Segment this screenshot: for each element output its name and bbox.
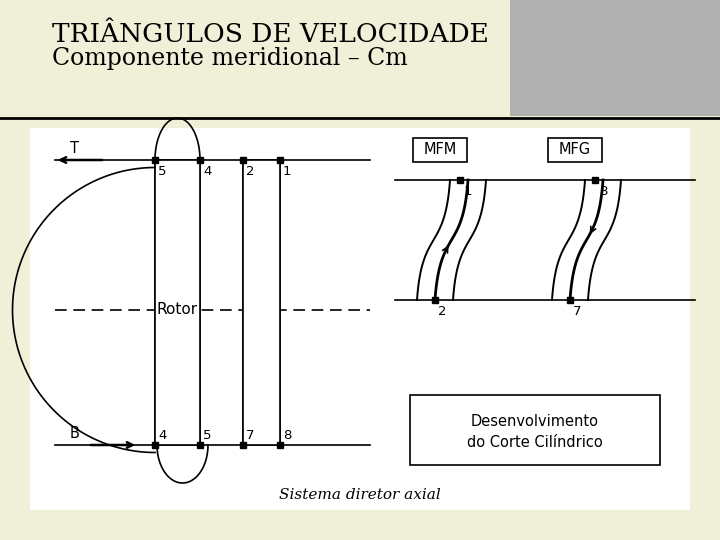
Bar [410,395,660,465]
Text: Desenvolvimento: Desenvolvimento [471,414,599,429]
Bar [548,138,602,162]
Bar [30,128,690,510]
Text: 4: 4 [203,165,212,178]
Text: 8: 8 [283,429,292,442]
Text: 5: 5 [158,165,166,178]
Text: 5: 5 [203,429,212,442]
Text: Componente meridional – Cm: Componente meridional – Cm [52,47,408,70]
Text: 7: 7 [573,305,582,318]
Text: 2: 2 [438,305,446,318]
Text: MFG: MFG [559,143,591,158]
Text: B: B [70,426,80,441]
Text: 8: 8 [599,185,608,198]
Text: 7: 7 [246,429,254,442]
Bar [413,138,467,162]
Bar [243,160,280,445]
Text: MFM: MFM [423,143,456,158]
Text: do Corte Cilíndrico: do Corte Cilíndrico [467,435,603,450]
Text: 2: 2 [246,165,254,178]
Text: 4: 4 [158,429,166,442]
Bar [510,0,720,116]
Text: 1: 1 [283,165,292,178]
Text: 1: 1 [464,185,472,198]
Text: T: T [70,141,79,156]
Text: Sistema diretor axial: Sistema diretor axial [279,488,441,502]
Text: Rotor: Rotor [157,302,198,318]
Text: TRIÂNGULOS DE VELOCIDADE: TRIÂNGULOS DE VELOCIDADE [52,22,489,47]
Bar [155,160,200,445]
